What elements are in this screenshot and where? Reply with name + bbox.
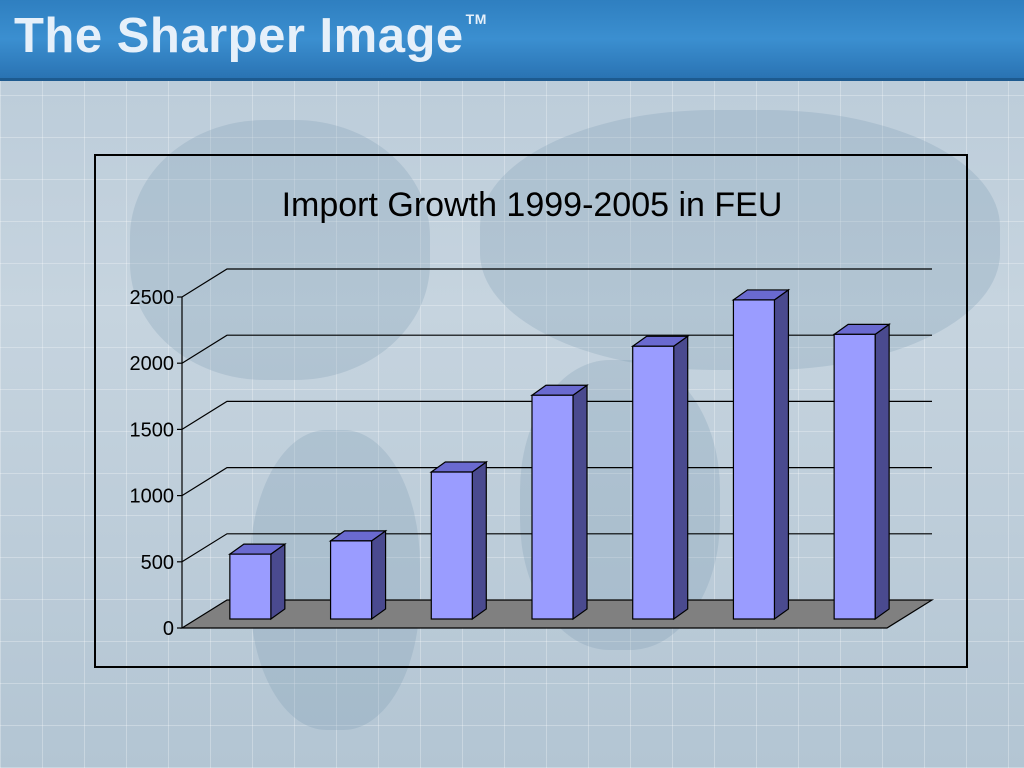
bar-side: [773, 288, 790, 621]
trademark-symbol: TM: [465, 11, 487, 27]
bar-side: [673, 335, 689, 621]
bar-front: [632, 345, 675, 620]
gridline: [181, 268, 932, 298]
bar-front: [430, 471, 473, 620]
gridline: [181, 400, 932, 430]
chart-title: Import Growth 1999-2005 in FEU: [282, 186, 783, 224]
bar-front: [732, 299, 776, 620]
bar-front: [229, 553, 272, 620]
gridlines: [181, 268, 932, 563]
bar: [530, 384, 589, 621]
y-tick-labels: 0 500 1000 1500 2000 2500: [130, 287, 175, 640]
bar: [832, 323, 892, 621]
chart-frame: [94, 154, 968, 668]
bar: [731, 288, 791, 621]
slide-title-text: The Sharper Image: [14, 9, 464, 63]
gridline: [181, 533, 932, 563]
y-tick-label: 0: [163, 618, 174, 640]
bar-front: [531, 394, 574, 620]
bar: [227, 542, 287, 621]
y-axis: [177, 296, 183, 629]
bar-front: [833, 333, 876, 620]
bars: [227, 288, 892, 621]
y-tick-label: 500: [141, 552, 174, 574]
header-bar: The Sharper Image TM: [0, 0, 1024, 81]
bar-side: [874, 323, 890, 621]
gridline: [181, 467, 932, 497]
bar-side: [370, 529, 387, 621]
bar-side: [471, 460, 487, 621]
y-tick-label: 2500: [130, 287, 175, 309]
bar-side: [572, 384, 588, 621]
bar-side: [270, 542, 286, 621]
map-land-north-america: [130, 120, 430, 380]
gridline: [181, 334, 932, 364]
bar: [429, 460, 489, 621]
slide-title: The Sharper Image TM: [14, 8, 487, 64]
bar: [328, 529, 388, 621]
bar-front: [329, 540, 373, 620]
y-tick-label: 1500: [130, 419, 175, 441]
y-tick-label: 1000: [130, 486, 175, 508]
bar: [630, 335, 690, 621]
y-tick-label: 2000: [130, 353, 175, 375]
